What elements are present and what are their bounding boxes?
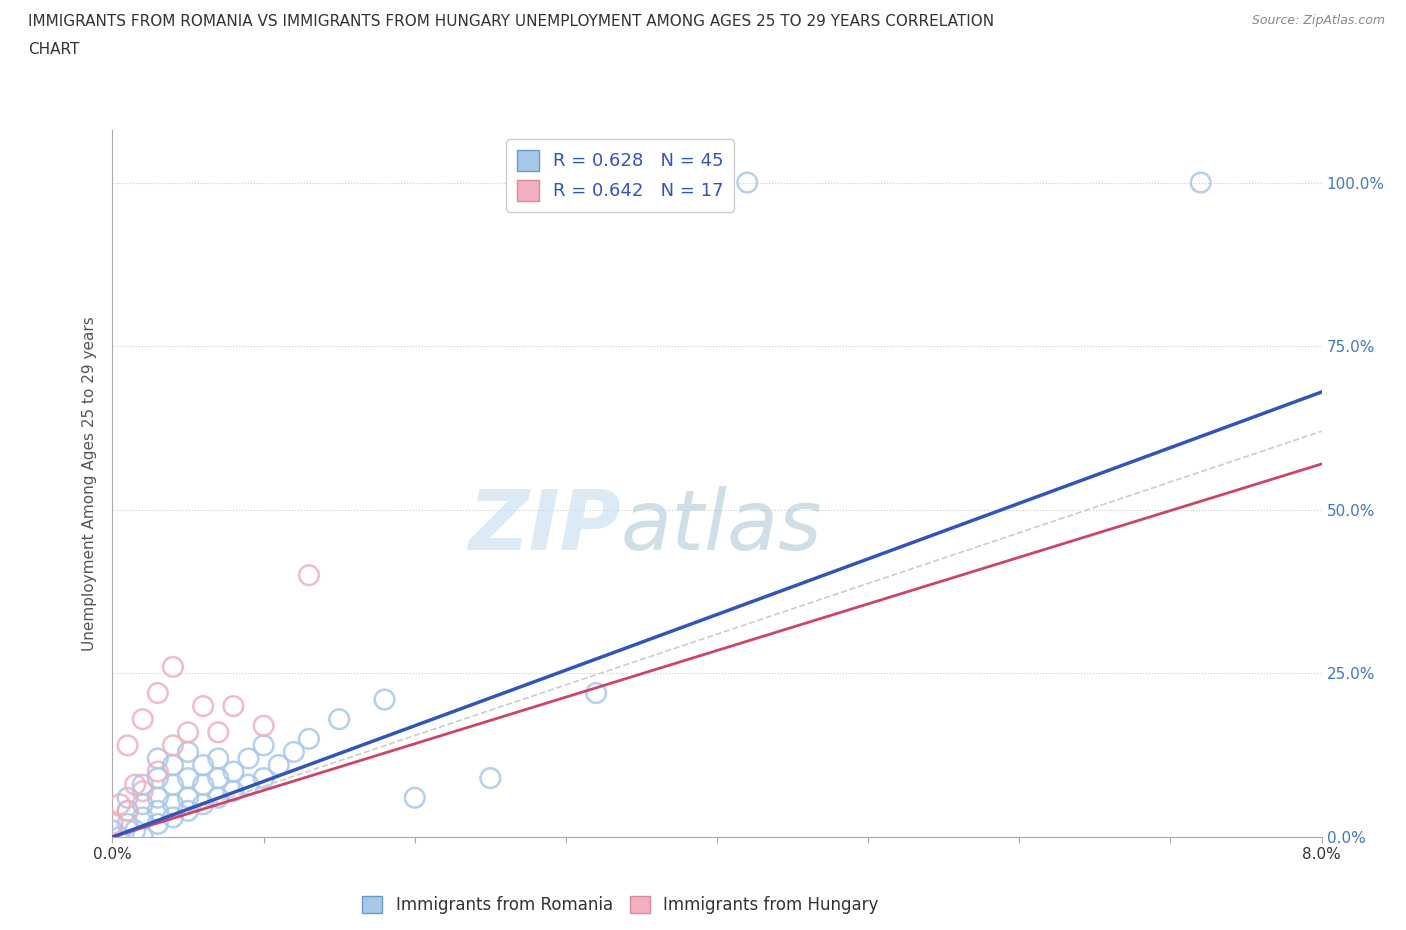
Point <box>238 751 260 766</box>
Point <box>117 804 139 818</box>
Point <box>283 745 305 760</box>
Point <box>253 771 276 786</box>
Point <box>146 685 169 700</box>
Point <box>267 758 290 773</box>
Legend: Immigrants from Romania, Immigrants from Hungary: Immigrants from Romania, Immigrants from… <box>356 889 884 921</box>
Point <box>162 758 184 773</box>
Point <box>253 718 276 733</box>
Point <box>253 737 276 752</box>
Point <box>117 804 139 818</box>
Point <box>177 790 200 805</box>
Point <box>117 790 139 805</box>
Point <box>207 771 229 786</box>
Point <box>132 711 155 726</box>
Point <box>146 804 169 818</box>
Point <box>162 777 184 792</box>
Point <box>117 817 139 831</box>
Y-axis label: Unemployment Among Ages 25 to 29 years: Unemployment Among Ages 25 to 29 years <box>82 316 97 651</box>
Point <box>146 751 169 766</box>
Point <box>146 771 169 786</box>
Point <box>146 817 169 831</box>
Point <box>124 823 146 838</box>
Point <box>1189 175 1212 190</box>
Point <box>146 764 169 779</box>
Point <box>737 175 759 190</box>
Point <box>298 731 321 746</box>
Text: ZIP: ZIP <box>468 485 620 566</box>
Point <box>177 771 200 786</box>
Text: atlas: atlas <box>620 485 823 566</box>
Point <box>132 830 155 844</box>
Point <box>132 797 155 812</box>
Point <box>207 790 229 805</box>
Point <box>207 724 229 739</box>
Point <box>124 777 146 792</box>
Point <box>108 797 131 812</box>
Point <box>191 758 215 773</box>
Point <box>108 830 131 844</box>
Point <box>162 737 184 752</box>
Point <box>238 777 260 792</box>
Point <box>101 823 124 838</box>
Point <box>585 685 607 700</box>
Point <box>132 810 155 825</box>
Point <box>222 784 245 799</box>
Point <box>177 724 200 739</box>
Point <box>222 764 245 779</box>
Point <box>404 790 426 805</box>
Point <box>162 797 184 812</box>
Point <box>132 784 155 799</box>
Text: IMMIGRANTS FROM ROMANIA VS IMMIGRANTS FROM HUNGARY UNEMPLOYMENT AMONG AGES 25 TO: IMMIGRANTS FROM ROMANIA VS IMMIGRANTS FR… <box>28 14 994 29</box>
Point <box>101 817 124 831</box>
Point <box>191 777 215 792</box>
Point <box>132 777 155 792</box>
Text: CHART: CHART <box>28 42 80 57</box>
Point <box>117 737 139 752</box>
Point <box>177 745 200 760</box>
Point <box>207 751 229 766</box>
Point <box>162 659 184 674</box>
Point <box>479 771 502 786</box>
Point <box>162 810 184 825</box>
Point <box>146 790 169 805</box>
Point <box>191 698 215 713</box>
Point <box>298 568 321 583</box>
Point <box>373 692 396 707</box>
Point <box>191 797 215 812</box>
Point <box>177 804 200 818</box>
Point <box>222 698 245 713</box>
Point <box>328 711 350 726</box>
Text: Source: ZipAtlas.com: Source: ZipAtlas.com <box>1251 14 1385 27</box>
